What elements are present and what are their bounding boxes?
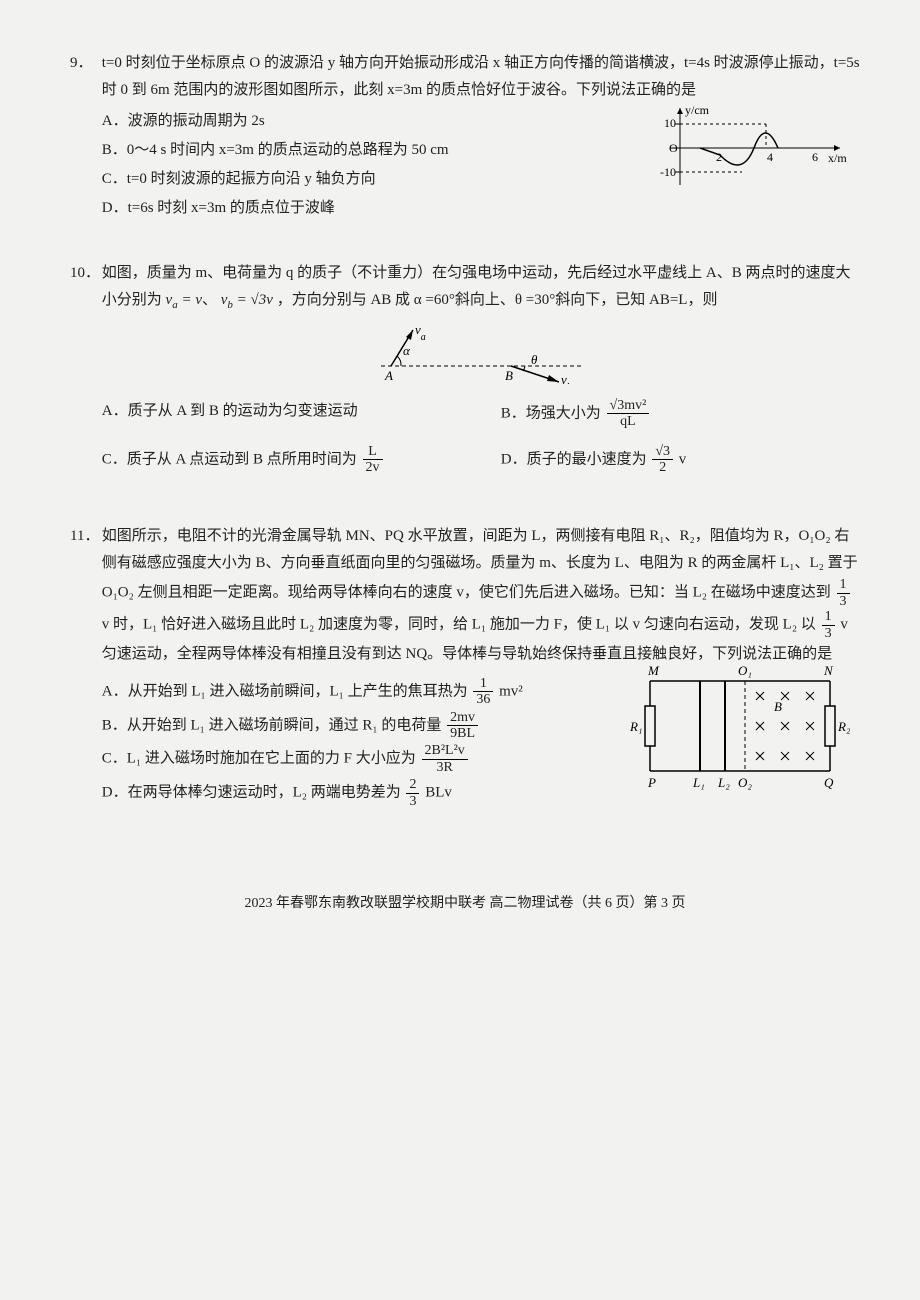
q10-b-frac: √3mv² qL xyxy=(607,398,650,430)
q10-row2: C．质子从 A 点运动到 B 点所用时间为 L 2v D．质子的最小速度为 √3… xyxy=(102,442,860,478)
q11-circuit-diagram: R₁ R₂ B M N xyxy=(630,661,850,801)
q10-b-den: qL xyxy=(607,414,650,429)
q9-opt-b: B．0～4 s 时间内 x=3m 的质点运动的总路程为 50 cm xyxy=(102,137,622,164)
svg-text:N: N xyxy=(823,663,834,678)
svg-text:y/cm: y/cm xyxy=(685,103,710,117)
q11-d-frac: 2 3 xyxy=(406,777,419,809)
q11-f1n: 1 xyxy=(837,577,850,593)
q10-d-den: 2 xyxy=(652,460,673,475)
q11-opt-d: D．在两导体棒匀速运动时，L₂ 两端电势差为 2 3 BLv xyxy=(102,777,602,809)
q9-number: 9． xyxy=(70,50,98,77)
q11-c-pre: C．L₁ 进入磁场时施加在它上面的力 F 大小应为 xyxy=(102,751,416,767)
q10-c-frac: L 2v xyxy=(363,444,383,476)
svg-text:A: A xyxy=(384,368,393,383)
svg-text:P: P xyxy=(647,775,656,790)
q11-b-num: 2mv xyxy=(447,710,478,726)
q11-f1d: 3 xyxy=(837,594,850,609)
svg-text:10: 10 xyxy=(664,116,676,130)
svg-text:4: 4 xyxy=(767,150,773,164)
q11-opt-b: B．从开始到 L₁ 进入磁场前瞬间，通过 R₁ 的电荷量 2mv 9BL xyxy=(102,710,602,742)
q11-stem-p1: 如图所示，电阻不计的光滑金属导轨 MN、PQ 水平放置，间距为 L，两侧接有电阻… xyxy=(102,528,858,600)
question-9: 9． t=0 时刻位于坐标原点 O 的波源沿 y 轴方向开始振动形成沿 x 轴正… xyxy=(70,50,860,224)
q11-f2n: 1 xyxy=(822,609,835,625)
q10-opt-d: D．质子的最小速度为 √3 2 v xyxy=(501,444,860,476)
svg-text:M: M xyxy=(647,663,660,678)
q9-opt-c: C．t=0 时刻波源的起振方向沿 y 轴负方向 xyxy=(102,166,622,193)
q11-b-pre: B．从开始到 L₁ 进入磁场前瞬间，通过 R₁ 的电荷量 xyxy=(102,717,442,733)
q11-number: 11． xyxy=(70,523,98,550)
page-footer: 2023 年春鄂东南教改联盟学校期中联考 高二物理试卷（共 6 页）第 3 页 xyxy=(70,891,860,916)
svg-text:va: va xyxy=(415,324,426,343)
svg-text:R₁: R₁ xyxy=(630,719,642,734)
q10-b-num: √3mv² xyxy=(607,398,650,414)
q11-opt-c: C．L₁ 进入磁场时施加在它上面的力 F 大小应为 2B²L²v 3R xyxy=(102,743,602,775)
question-11: 11． 如图所示，电阻不计的光滑金属导轨 MN、PQ 水平放置，间距为 L，两侧… xyxy=(70,523,860,811)
q10-body: 如图，质量为 m、电荷量为 q 的质子（不计重力）在匀强电场中运动，先后经过水平… xyxy=(102,260,860,487)
q11-d-den: 3 xyxy=(406,794,419,809)
q11-d-post: BLv xyxy=(421,785,451,801)
question-10: 10． 如图，质量为 m、电荷量为 q 的质子（不计重力）在匀强电场中运动，先后… xyxy=(70,260,860,487)
q11-b-frac: 2mv 9BL xyxy=(447,710,478,742)
svg-text:B: B xyxy=(774,699,782,714)
page: 9． t=0 时刻位于坐标原点 O 的波源沿 y 轴方向开始振动形成沿 x 轴正… xyxy=(0,0,920,956)
svg-text:vb: vb xyxy=(561,372,572,384)
q10-number: 10． xyxy=(70,260,98,287)
q10-d-frac: √3 2 xyxy=(652,444,673,476)
svg-text:O: O xyxy=(669,141,678,155)
q11-frac1: 1 3 xyxy=(837,577,850,609)
q10-d-post: v xyxy=(675,451,686,467)
q11-a-pre: A．从开始到 L₁ 进入磁场前瞬间，L₁ 上产生的焦耳热为 xyxy=(102,683,468,699)
svg-text:6: 6 xyxy=(812,150,818,164)
q11-d-pre: D．在两导体棒匀速运动时，L₂ 两端电势差为 xyxy=(102,785,401,801)
q9-wave-chart: y/cm x/m 10 O -10 2 4 6 xyxy=(660,100,850,195)
q11-frac2: 1 3 xyxy=(822,609,835,641)
svg-text:-10: -10 xyxy=(660,165,676,179)
q11-d-num: 2 xyxy=(406,777,419,793)
q10-opt-a: A．质子从 A 到 B 的运动为匀变速运动 xyxy=(102,398,461,430)
q9-stem: t=0 时刻位于坐标原点 O 的波源沿 y 轴方向开始振动形成沿 x 轴正方向传… xyxy=(102,55,860,98)
q9-options: A．波源的振动周期为 2s B．0～4 s 时间内 x=3m 的质点运动的总路程… xyxy=(102,108,622,222)
q10-b-pre: B．场强大小为 xyxy=(501,405,601,421)
q11-a-frac: 1 36 xyxy=(473,676,493,708)
q10-vb: vb = √3v xyxy=(221,292,273,308)
svg-text:α: α xyxy=(403,343,411,358)
q9-opt-d: D．t=6s 时刻 x=3m 的质点位于波峰 xyxy=(102,195,622,222)
q10-c-den: 2v xyxy=(363,460,383,475)
q10-row1: A．质子从 A 到 B 的运动为匀变速运动 B．场强大小为 √3mv² qL xyxy=(102,396,860,432)
q11-a-num: 1 xyxy=(473,676,493,692)
q11-f2d: 3 xyxy=(822,626,835,641)
q11-options: A．从开始到 L₁ 进入磁场前瞬间，L₁ 上产生的焦耳热为 1 36 mv² B… xyxy=(102,676,602,809)
q11-c-den: 3R xyxy=(422,760,468,775)
q10-opt-c: C．质子从 A 点运动到 B 点所用时间为 L 2v xyxy=(102,444,461,476)
q10-stem-p2: ，方向分别与 AB 成 α =60°斜向上、θ =30°斜向下，已知 AB=L，… xyxy=(277,292,718,308)
q11-a-post: mv² xyxy=(495,683,522,699)
svg-text:L₁: L₁ xyxy=(692,775,705,790)
svg-text:x/m: x/m xyxy=(828,151,847,165)
q11-stem-p2: v 时，L₁ 恰好进入磁场且此时 L₂ 加速度为零，同时，给 L₁ 施加一力 F… xyxy=(102,616,820,632)
svg-text:O₁: O₁ xyxy=(738,663,752,678)
q10-c-num: L xyxy=(363,444,383,460)
svg-text:B: B xyxy=(505,368,513,383)
q9-opt-a: A．波源的振动周期为 2s xyxy=(102,108,622,135)
svg-text:Q: Q xyxy=(824,775,834,790)
q10-va: va = v xyxy=(166,292,202,308)
q10-opt-b: B．场强大小为 √3mv² qL xyxy=(501,398,860,430)
q11-c-num: 2B²L²v xyxy=(422,743,468,759)
q10-d-pre: D．质子的最小速度为 xyxy=(501,451,647,467)
svg-text:O₂: O₂ xyxy=(738,775,752,790)
q10-d-num: √3 xyxy=(652,444,673,460)
q11-opt-a: A．从开始到 L₁ 进入磁场前瞬间，L₁ 上产生的焦耳热为 1 36 mv² xyxy=(102,676,602,708)
svg-text:L₂: L₂ xyxy=(717,775,730,790)
q11-c-frac: 2B²L²v 3R xyxy=(422,743,468,775)
q10-vector-diagram: va α A B vb θ xyxy=(341,324,621,384)
svg-text:θ: θ xyxy=(531,352,538,367)
q11-a-den: 36 xyxy=(473,692,493,707)
q11-b-den: 9BL xyxy=(447,726,478,741)
q10-c-pre: C．质子从 A 点运动到 B 点所用时间为 xyxy=(102,451,357,467)
svg-text:R₂: R₂ xyxy=(837,719,850,734)
